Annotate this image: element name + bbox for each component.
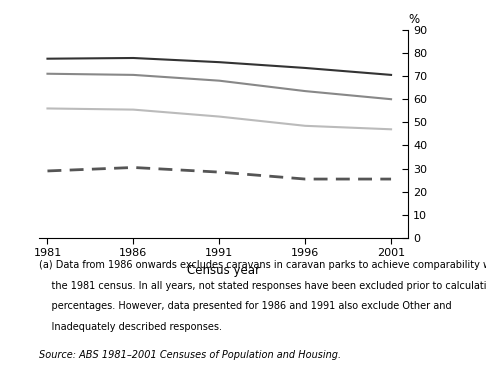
Text: (a) Data from 1986 onwards excludes caravans in caravan parks to achieve compara: (a) Data from 1986 onwards excludes cara… — [39, 260, 486, 270]
Text: %: % — [408, 13, 419, 26]
Text: Source: ABS 1981–2001 Censuses of Population and Housing.: Source: ABS 1981–2001 Censuses of Popula… — [39, 350, 341, 360]
X-axis label: Census year: Census year — [187, 264, 260, 277]
Text: Inadequately described responses.: Inadequately described responses. — [39, 322, 222, 332]
Text: the 1981 census. In all years, not stated responses have been excluded prior to : the 1981 census. In all years, not state… — [39, 281, 486, 291]
Text: percentages. However, data presented for 1986 and 1991 also exclude Other and: percentages. However, data presented for… — [39, 301, 451, 311]
